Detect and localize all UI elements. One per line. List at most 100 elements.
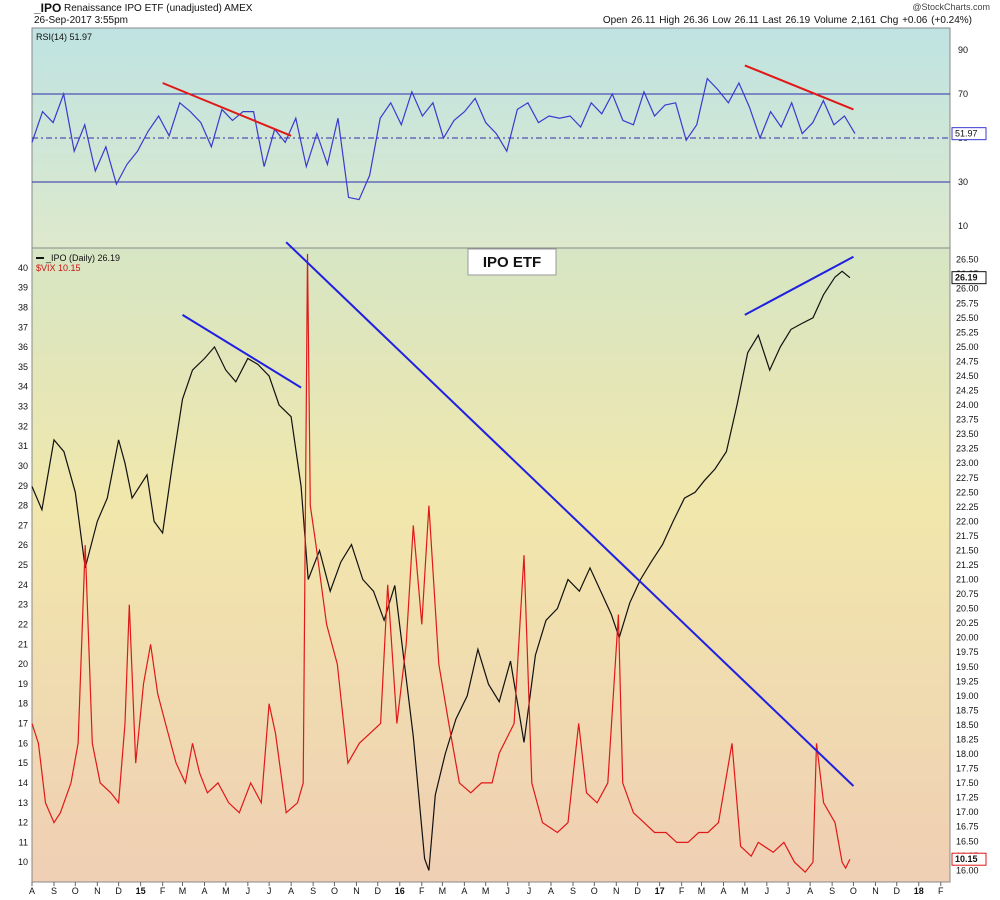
vix-tick-label: 36 — [18, 342, 28, 352]
ipo-tick-label: 19.25 — [956, 676, 979, 686]
x-tick-label: A — [288, 886, 294, 896]
x-tick-label: A — [29, 886, 35, 896]
vix-tick-label: 13 — [18, 798, 28, 808]
vix-tick-label: 14 — [18, 778, 28, 788]
rsi-line — [31, 77, 856, 201]
vix-tick-label: 27 — [18, 520, 28, 530]
x-tick-label: A — [548, 886, 554, 896]
ipo-tick-label: 22.00 — [956, 516, 979, 526]
vix-tick-label: 30 — [18, 461, 28, 471]
price-panel — [31, 247, 951, 883]
ipo-last-value: 26.19 — [955, 273, 978, 283]
ipo-tick-label: 23.75 — [956, 415, 979, 425]
ipo-tick-label: 25.75 — [956, 298, 979, 308]
x-tick-label: N — [872, 886, 879, 896]
x-tick-label: S — [570, 886, 576, 896]
vix-tick-label: 22 — [18, 619, 28, 629]
ipo-tick-label: 19.50 — [956, 662, 979, 672]
vix-tick-label: 26 — [18, 540, 28, 550]
vix-tick-label: 33 — [18, 402, 28, 412]
vix-tick-label: 11 — [19, 837, 28, 847]
x-tick-label: 15 — [136, 886, 146, 896]
vix-tick-label: 38 — [18, 302, 28, 312]
price-trendline-1 — [181, 314, 302, 389]
vix-last-value: 10.15 — [955, 854, 978, 864]
ipo-tick-label: 22.50 — [956, 487, 979, 497]
vix-tick-label: 35 — [18, 362, 28, 372]
x-tick-label: J — [267, 886, 272, 896]
x-tick-label: J — [246, 886, 251, 896]
ipo-tick-label: 20.50 — [956, 604, 979, 614]
vix-tick-label: 23 — [18, 600, 28, 610]
ipo-tick-label: 25.50 — [956, 313, 979, 323]
x-tick-label: 17 — [655, 886, 665, 896]
ipo-tick-label: 24.50 — [956, 371, 979, 381]
x-tick-label: O — [850, 886, 857, 896]
vix-tick-label: 31 — [18, 441, 28, 451]
x-tick-label: F — [938, 886, 944, 896]
vix-tick-label: 24 — [18, 580, 28, 590]
ipo-tick-label: 16.75 — [956, 822, 979, 832]
ipo-tick-label: 16.00 — [956, 865, 979, 875]
x-tick-label: J — [786, 886, 791, 896]
x-tick-label: N — [94, 886, 101, 896]
x-tick-label: 16 — [395, 886, 405, 896]
x-tick-label: S — [51, 886, 57, 896]
ipo-tick-label: 16.50 — [956, 836, 979, 846]
vix-last-badge — [951, 852, 987, 866]
x-tick-label: D — [115, 886, 122, 896]
vix-tick-label: 32 — [18, 421, 28, 431]
ipo-tick-label: 17.50 — [956, 778, 979, 788]
ipo-tick-label: 24.25 — [956, 386, 979, 396]
vix-tick-label: 21 — [18, 639, 28, 649]
ipo-tick-label: 25.25 — [956, 327, 979, 337]
ipo-tick-label: 24.75 — [956, 356, 979, 366]
vix-tick-label: 16 — [18, 738, 28, 748]
x-tick-label: O — [591, 886, 598, 896]
x-tick-label: M — [698, 886, 706, 896]
rsi-tick-label: 30 — [958, 177, 968, 187]
x-tick-label: A — [202, 886, 208, 896]
x-tick-label: M — [482, 886, 490, 896]
ipo-tick-label: 25.00 — [956, 342, 979, 352]
rsi-last-value: 51.97 — [955, 129, 978, 139]
ipo-tick-label: 18.25 — [956, 734, 979, 744]
vix-tick-label: 25 — [18, 560, 28, 570]
ipo-tick-label: 24.00 — [956, 400, 979, 410]
rsi-tick-label: 10 — [958, 221, 968, 231]
x-tick-label: F — [679, 886, 685, 896]
ipo-last-badge — [951, 271, 987, 285]
legend-ipo: _IPO (Daily) 26.19 — [45, 253, 120, 263]
ipo-tick-label: 26.00 — [956, 284, 979, 294]
x-tick-label: 18 — [914, 886, 924, 896]
ipo-tick-label: 23.25 — [956, 444, 979, 454]
ipo-tick-label: 20.75 — [956, 589, 979, 599]
x-tick-label: J — [505, 886, 510, 896]
vix-tick-label: 28 — [18, 501, 28, 511]
x-tick-label: M — [741, 886, 749, 896]
vix-tick-label: 29 — [18, 481, 28, 491]
price-trendline-3 — [744, 255, 854, 316]
x-tick-label: S — [829, 886, 835, 896]
vix-tick-label: 18 — [18, 699, 28, 709]
rsi-trendline-2 — [744, 64, 854, 111]
rsi-title: RSI(14) 51.97 — [36, 32, 92, 42]
ipo-tick-label: 18.50 — [956, 720, 979, 730]
ipo-tick-label: 20.25 — [956, 618, 979, 628]
x-tick-label: A — [461, 886, 467, 896]
ipo-tick-label: 20.00 — [956, 633, 979, 643]
ipo-tick-label: 17.25 — [956, 793, 979, 803]
chart-title: Renaissance IPO ETF (unadjusted) AMEX — [64, 3, 253, 14]
ipo-tick-label: 26.50 — [956, 255, 979, 265]
ipo-tick-label: 18.75 — [956, 705, 979, 715]
quote-line: Open 26.11 High 26.36 Low 26.11 Last 26.… — [602, 15, 972, 26]
ipo-etf-tag: IPO ETF — [483, 254, 541, 271]
x-tick-label: A — [721, 886, 727, 896]
ipo-tick-label: 21.25 — [956, 560, 979, 570]
ipo-price-line — [31, 270, 851, 871]
rsi-trendline-1 — [162, 82, 292, 137]
ipo-tick-label: 21.75 — [956, 531, 979, 541]
ipo-tick-label: 22.75 — [956, 473, 979, 483]
ipo-tick-label: 17.00 — [956, 807, 979, 817]
